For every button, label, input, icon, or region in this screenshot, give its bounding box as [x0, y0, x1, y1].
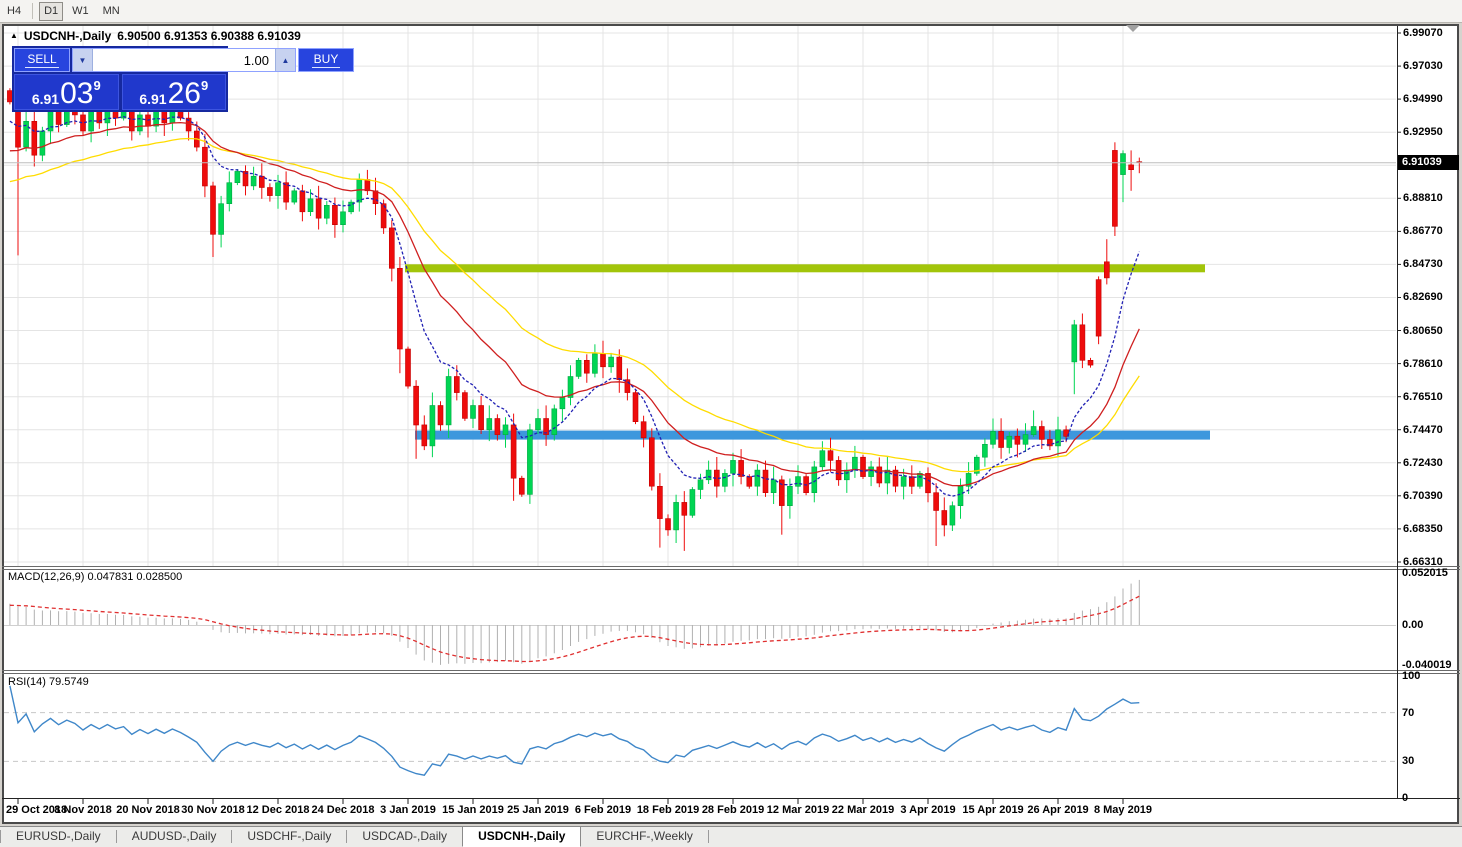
date-axis-label: 15 Apr 2019	[962, 804, 1024, 816]
price-axis-label: 6.99070	[1403, 27, 1443, 39]
buy-button[interactable]: BUY	[298, 48, 354, 72]
date-axis-label: 29 Oct 2018	[6, 804, 68, 816]
date-axis-label: 3 Jan 2019	[380, 804, 436, 816]
date-axis-label: 8 Nov 2018	[54, 804, 112, 816]
timeframe-toolbar: H4 D1 W1 MN	[0, 0, 1462, 23]
date-axis-label: 24 Dec 2018	[311, 804, 375, 816]
macd-axis-label: 0.00	[1402, 619, 1424, 631]
price-axis-label: 6.70390	[1403, 489, 1443, 502]
date-axis-label: 28 Feb 2019	[701, 804, 765, 816]
price-axis-label: 6.74470	[1403, 423, 1443, 436]
price-axis-label: 6.78610	[1403, 357, 1443, 370]
date-axis-label: 25 Jan 2019	[507, 804, 569, 816]
chart-symbol-label: USDCNH-,Daily	[23, 29, 112, 43]
volume-input[interactable]	[93, 49, 275, 71]
date-axis-label: 3 Apr 2019	[900, 804, 956, 816]
chart-canvas[interactable]	[4, 26, 1396, 798]
timeframe-w1-button[interactable]: W1	[72, 5, 89, 17]
volume-increase-button[interactable]: ▲	[275, 49, 295, 71]
symbol-tab-bar: EURUSD-,Daily AUDUSD-,Daily USDCHF-,Dail…	[0, 826, 1462, 847]
date-axis-label: 22 Mar 2019	[831, 804, 895, 816]
chart-end-marker-icon	[1126, 25, 1140, 32]
sell-price-pip: 9	[93, 78, 101, 93]
chart-title: ▲ USDCNH-,Daily 6.90500 6.91353 6.90388 …	[10, 29, 301, 43]
sell-button[interactable]: SELL	[14, 48, 70, 72]
macd-axis-label: -0.040019	[1402, 659, 1452, 672]
sell-price-display[interactable]: 6.91 03 9	[14, 74, 119, 110]
rsi-indicator-label: RSI(14) 79.5749	[8, 676, 89, 688]
price-axis-label: 6.84730	[1403, 258, 1443, 271]
collapse-icon[interactable]: ▲	[10, 30, 18, 40]
timeframe-mn-button[interactable]: MN	[102, 5, 120, 17]
volume-spinner: ▼ ▲	[72, 48, 296, 72]
tab-usdcad-daily[interactable]: USDCAD-,Daily	[362, 829, 448, 843]
volume-decrease-button[interactable]: ▼	[73, 49, 93, 71]
buy-price-prefix: 6.91	[139, 91, 167, 107]
rsi-axis-label: 70	[1402, 706, 1415, 719]
price-axis-label: 6.76510	[1403, 390, 1443, 403]
macd-indicator-label: MACD(12,26,9) 0.047831 0.028500	[8, 571, 183, 583]
date-axis-label: 8 May 2019	[1093, 804, 1153, 816]
timeframe-d1-button[interactable]: D1	[39, 1, 64, 21]
rsi-axis-label: 100	[1402, 670, 1421, 682]
price-axis-label: 6.68350	[1403, 522, 1443, 535]
price-axis-label: 6.80650	[1403, 324, 1443, 337]
rsi-axis-label: 0	[1402, 792, 1409, 804]
date-axis-label: 12 Mar 2019	[766, 804, 830, 816]
toolbar-separator	[32, 3, 34, 19]
price-axis-label: 6.92950	[1403, 126, 1443, 139]
date-axis-label: 15 Jan 2019	[442, 804, 504, 816]
timeframe-h4-button[interactable]: H4	[7, 5, 22, 17]
macd-axis-label: 0.052015	[1402, 566, 1448, 579]
chart-ohlc-values: 6.90500 6.91353 6.90388 6.91039	[117, 29, 301, 43]
date-axis-label: 18 Feb 2019	[636, 804, 700, 816]
sell-price-big: 03	[60, 76, 94, 110]
rsi-axis-label: 30	[1402, 755, 1415, 768]
buy-price-display[interactable]: 6.91 26 9	[121, 74, 226, 110]
price-axis-label: 6.86770	[1403, 225, 1443, 238]
price-axis-label: 6.72430	[1403, 456, 1443, 469]
tab-usdchf-daily[interactable]: USDCHF-,Daily	[247, 829, 332, 843]
buy-price-big: 26	[167, 76, 201, 110]
tab-audusd-daily[interactable]: AUDUSD-,Daily	[131, 829, 217, 843]
date-axis-label: 12 Dec 2018	[246, 804, 310, 816]
date-axis-label: 6 Feb 2019	[574, 804, 632, 816]
price-axis-label: 6.94990	[1403, 93, 1443, 106]
sell-price-prefix: 6.91	[31, 91, 60, 107]
tab-eurusd-daily[interactable]: EURUSD-,Daily	[16, 829, 101, 843]
current-price-box: 6.91039	[1398, 155, 1459, 170]
price-axis-label: 6.88810	[1403, 192, 1443, 205]
price-axis-label: 6.66310	[1403, 555, 1443, 568]
date-axis-label: 30 Nov 2018	[181, 804, 245, 816]
buy-price-pip: 9	[200, 78, 209, 93]
date-axis-label: 20 Nov 2018	[116, 804, 180, 816]
tab-eurchf-weekly[interactable]: EURCHF-,Weekly	[596, 829, 693, 843]
price-axis-label: 6.97030	[1403, 60, 1443, 73]
date-axis-label: 26 Apr 2019	[1027, 804, 1089, 816]
tab-usdcnh-daily[interactable]: USDCNH-,Daily	[462, 826, 582, 847]
one-click-trade-panel: SELL ▼ ▲ BUY 6.91 03 9 6.91 26 9	[12, 46, 354, 112]
price-axis-label: 6.82690	[1403, 291, 1443, 304]
